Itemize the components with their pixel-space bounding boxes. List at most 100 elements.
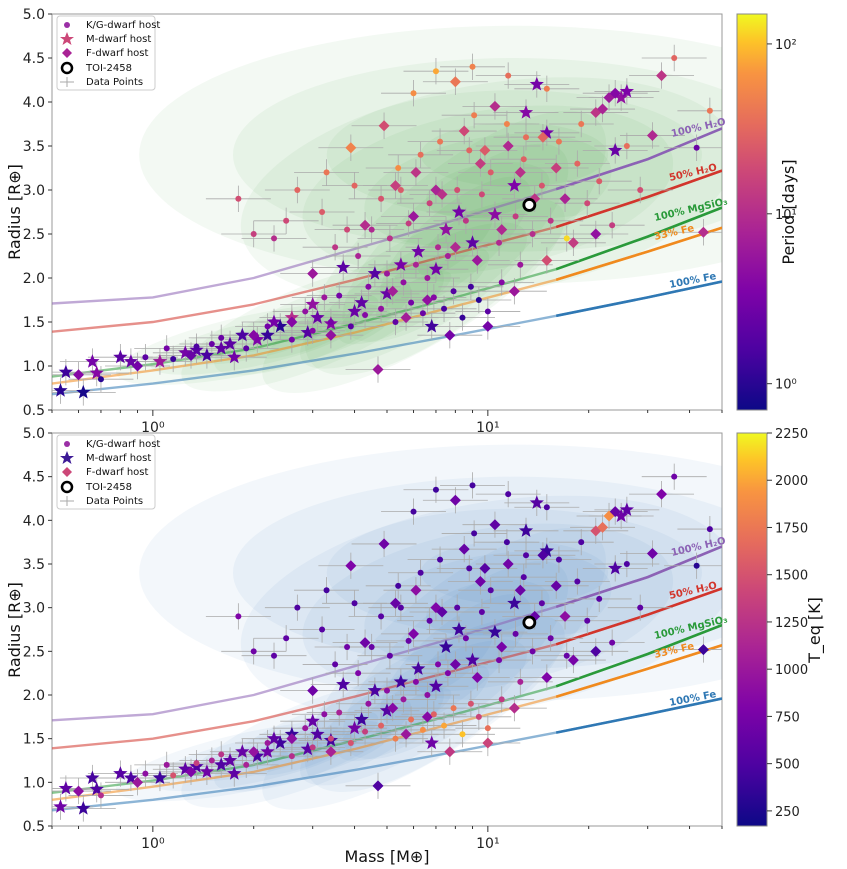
planet-point-f [449, 658, 461, 670]
x-tick-label: 10¹ [476, 836, 499, 852]
planet-point-kg [243, 761, 250, 768]
y-tick-label: 4.0 [23, 513, 45, 529]
y-tick-label: 5.0 [23, 426, 45, 442]
planet-point-f [697, 644, 709, 656]
composition-curve-solid [555, 587, 722, 646]
planet-point-kg [384, 687, 390, 694]
planet-point-m [53, 799, 68, 813]
planet-point-f [471, 254, 483, 266]
kde-contour [326, 90, 702, 220]
planet-points-top [53, 55, 713, 399]
planet-point-f [482, 320, 494, 332]
planet-point-kg [97, 376, 104, 383]
planet-point-m [310, 310, 325, 324]
colorbar-ticks-top: 10⁰ 10¹ 10² [767, 38, 797, 393]
legend-m-marker [60, 32, 74, 45]
planet-point-kg [235, 613, 242, 620]
planet-point-kg [529, 231, 536, 237]
planet-point-kg [512, 213, 519, 220]
planet-point-kg [469, 63, 476, 70]
planet-point-kg [693, 144, 700, 151]
planet-point-kg [405, 220, 412, 227]
planet-point-kg [454, 604, 461, 611]
planet-point-f [389, 180, 401, 192]
planet-point-f [73, 785, 85, 797]
planet-point-f [400, 312, 412, 324]
planet-point-kg [578, 539, 585, 546]
planet-point-kg [467, 283, 474, 290]
planet-point-kg [487, 169, 494, 176]
legend-data-label: Data Points [86, 77, 143, 88]
planet-point-kg [450, 288, 457, 295]
planet-point-kg [454, 187, 461, 193]
x-tick-label: 10⁰ [141, 836, 165, 852]
planet-point-kg [487, 587, 494, 594]
planet-point-kg [362, 311, 369, 318]
y-tick-label: 0.5 [23, 819, 45, 835]
planet-point-m [465, 235, 480, 249]
planet-point-kg [543, 504, 550, 511]
planet-point-kg [417, 569, 424, 576]
planet-point-kg [563, 652, 570, 659]
planet-point-kg [475, 713, 482, 720]
planet-point-m [487, 207, 503, 221]
planet-point-f [474, 575, 486, 587]
period-panel: 0.5 1.0 1.5 2.0 2.5 3.0 3.5 4.0 4.5 5.0 10⁰ 10¹ Rad… [5, 7, 798, 436]
legend-toi-label-b: TOI-2458 [85, 482, 132, 493]
y-tick-label: 0.5 [23, 403, 45, 419]
planet-point-f [449, 76, 461, 88]
planet-point-kg [97, 792, 104, 799]
plot-area-bottom [51, 432, 723, 827]
planet-point-kg [365, 283, 372, 290]
legend-box-top [56, 15, 156, 91]
planet-point-kg [596, 595, 603, 602]
planet-point-m [518, 523, 534, 537]
planet-point-f [378, 538, 390, 550]
planet-point-kg [578, 121, 585, 127]
planet-point-m [619, 502, 634, 516]
planet-point-kg [336, 709, 343, 716]
planet-point-m [76, 384, 91, 399]
kde-contour [262, 615, 565, 810]
planet-point-f [479, 562, 491, 574]
planet-point-f [359, 219, 371, 231]
planet-point-kg [218, 334, 225, 341]
planet-point-f [387, 285, 399, 297]
planet-point-f [609, 506, 621, 518]
legend-m-marker-b [60, 451, 74, 464]
legend-bottom: K/G-dwarf host M-dwarf host F-dwarf host… [56, 434, 160, 510]
planet-point-f [400, 728, 412, 740]
planet-point-m [113, 349, 128, 364]
planet-point-kg [392, 319, 399, 325]
planet-point-kg [264, 740, 271, 747]
planet-point-m [465, 652, 480, 667]
planet-point-kg [475, 297, 482, 303]
planet-point-kg [432, 68, 439, 75]
planet-point-f [132, 360, 144, 372]
planet-point-f [132, 776, 144, 788]
planet-point-kg [408, 299, 415, 306]
planet-point-m [227, 766, 242, 780]
planet-point-f [286, 316, 298, 328]
planet-point-f [496, 641, 508, 653]
planet-point-kg [321, 711, 328, 718]
planet-point-m [367, 683, 382, 697]
planet-point-kg [264, 323, 271, 330]
planet-point-f [479, 144, 491, 156]
planet-point-kg [538, 600, 545, 607]
colorbar-tick-label: 750 [775, 710, 800, 725]
planet-point-m [273, 735, 288, 750]
planet-point-kg [523, 134, 530, 141]
planet-point-kg [397, 187, 404, 193]
planet-point-kg [426, 200, 433, 207]
composition-curve-solid [555, 697, 722, 734]
planet-point-f [697, 226, 709, 238]
planet-point-kg [163, 345, 170, 352]
planet-point-m [310, 726, 325, 741]
planet-point-m [89, 365, 104, 380]
planet-point-f [185, 349, 197, 361]
kde-contour [326, 508, 702, 637]
colorbar-top: 10⁰ 10¹ 10² Period [days] [736, 13, 798, 411]
planet-point-kg [271, 235, 278, 242]
planet-point-f [474, 158, 486, 170]
